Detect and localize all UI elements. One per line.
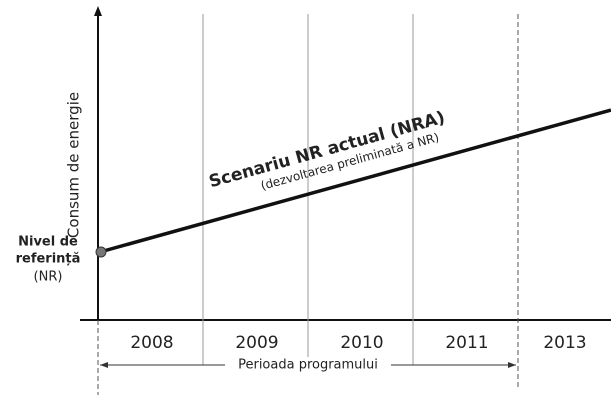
period-year: 2008: [130, 333, 173, 353]
baseline-label: Nivel de: [18, 235, 78, 250]
period-year: 2013: [543, 333, 586, 353]
label-bg: [225, 357, 391, 373]
baseline-dot: [95, 246, 107, 258]
baseline-label: referință: [16, 252, 81, 267]
period-year: 2009: [235, 333, 278, 353]
y-axis-arrow: [94, 6, 102, 16]
arrow-head: [508, 362, 516, 368]
y-axis-label: Consum de energie: [65, 92, 83, 238]
period-year: 2010: [340, 333, 383, 353]
scenario-line: [99, 108, 611, 254]
arrow-head: [100, 362, 108, 368]
baseline-label: (NR): [34, 270, 63, 285]
period-label: Perioada programului: [238, 358, 378, 373]
period-year: 2011: [445, 333, 488, 353]
